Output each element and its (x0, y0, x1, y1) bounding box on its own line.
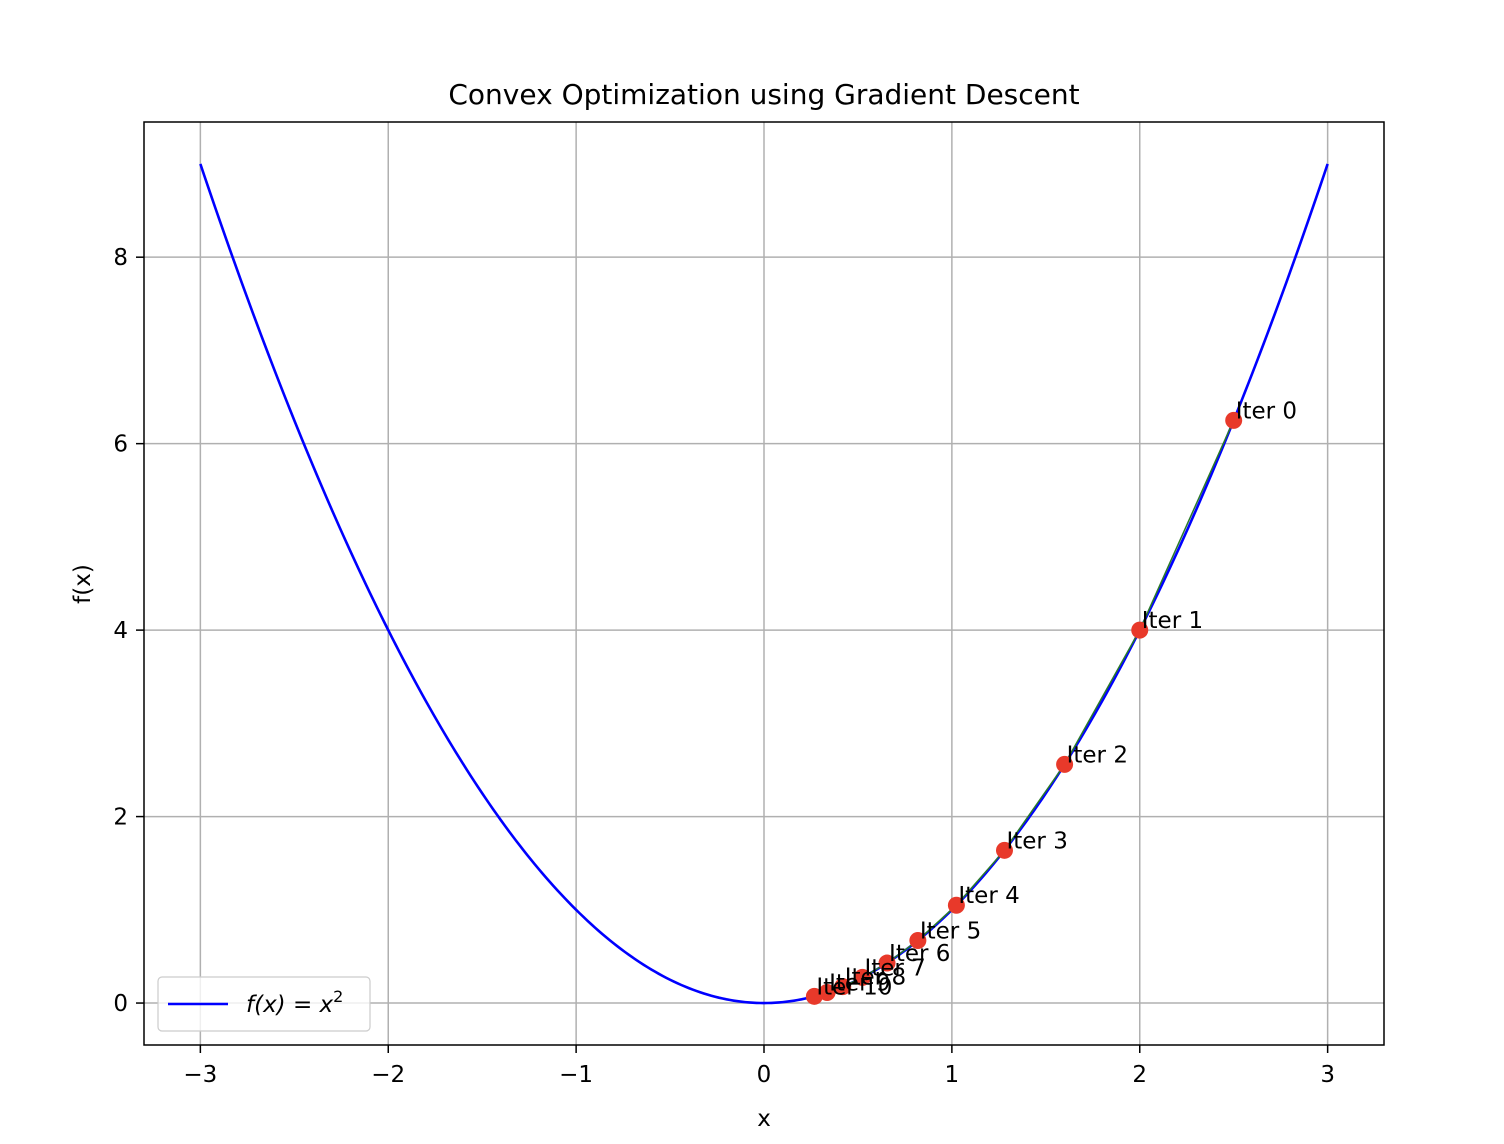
legend: f(x) = x2 (157, 976, 371, 1032)
iteration-label: Iter 1 (1142, 608, 1203, 634)
iteration-point (909, 931, 927, 949)
y-tick-label: 2 (113, 805, 128, 831)
y-tick-label: 8 (113, 245, 128, 271)
x-tick-label: 0 (757, 1062, 772, 1088)
grid (144, 122, 1384, 1045)
legend-box (157, 976, 371, 1032)
iteration-label: Iter 7 (864, 955, 925, 981)
iteration-label: Iter 8 (845, 965, 906, 991)
iteration-point (947, 896, 965, 914)
iteration-label: Iter 3 (1006, 828, 1067, 854)
x-tick-label: 1 (945, 1062, 960, 1088)
y-tick-label: 6 (113, 432, 128, 458)
y-tick-label: 4 (113, 618, 128, 644)
iteration-label: Iter 5 (920, 918, 981, 944)
iteration-label: Iter 6 (889, 941, 950, 967)
iteration-point (853, 968, 871, 986)
y-tick-label: 0 (113, 991, 128, 1017)
iteration-label: Iter 4 (958, 883, 1019, 909)
iteration-point (818, 984, 836, 1002)
x-tick-label: −3 (183, 1062, 217, 1088)
iteration-point (1225, 411, 1243, 429)
iteration-point (1056, 755, 1074, 773)
iteration-label: Iter 10 (816, 974, 892, 1000)
ticks: −3 −2 −1 0 1 2 3 0 2 4 6 8 (113, 245, 1335, 1088)
descent-path (814, 420, 1235, 998)
iteration-point (805, 987, 823, 1005)
x-tick-label: −2 (371, 1062, 405, 1088)
x-tick-label: −1 (559, 1062, 593, 1088)
iteration-point (1131, 621, 1149, 639)
legend-label-main: f(x) = x (246, 992, 334, 1018)
iteration-point (834, 978, 852, 996)
iteration-label: Iter 2 (1067, 742, 1128, 768)
iteration-point (995, 841, 1013, 859)
x-axis-label: x (757, 1106, 771, 1132)
legend-label-superscript: 2 (333, 987, 343, 1006)
y-axis-label: f(x) (70, 564, 96, 604)
legend-label: f(x) = x2 (246, 987, 343, 1018)
chart-title: Convex Optimization using Gradient Desce… (448, 78, 1079, 111)
iteration-label: Iter 9 (829, 971, 890, 997)
x-tick-label: 3 (1320, 1062, 1335, 1088)
iteration-label: Iter 0 (1236, 398, 1297, 424)
iteration-point (878, 954, 896, 972)
x-tick-label: 2 (1132, 1062, 1147, 1088)
